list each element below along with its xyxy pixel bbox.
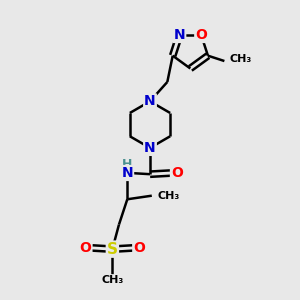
Text: N: N — [174, 28, 185, 42]
Text: N: N — [144, 141, 156, 155]
Text: O: O — [171, 166, 183, 180]
Text: O: O — [195, 28, 207, 42]
Text: S: S — [107, 242, 118, 256]
Text: O: O — [80, 241, 92, 255]
Text: N: N — [122, 166, 133, 180]
Text: CH₃: CH₃ — [157, 191, 179, 201]
Text: CH₃: CH₃ — [101, 275, 124, 285]
Text: H: H — [122, 158, 133, 171]
Text: O: O — [133, 241, 145, 255]
Text: N: N — [144, 94, 156, 108]
Text: CH₃: CH₃ — [230, 54, 252, 64]
